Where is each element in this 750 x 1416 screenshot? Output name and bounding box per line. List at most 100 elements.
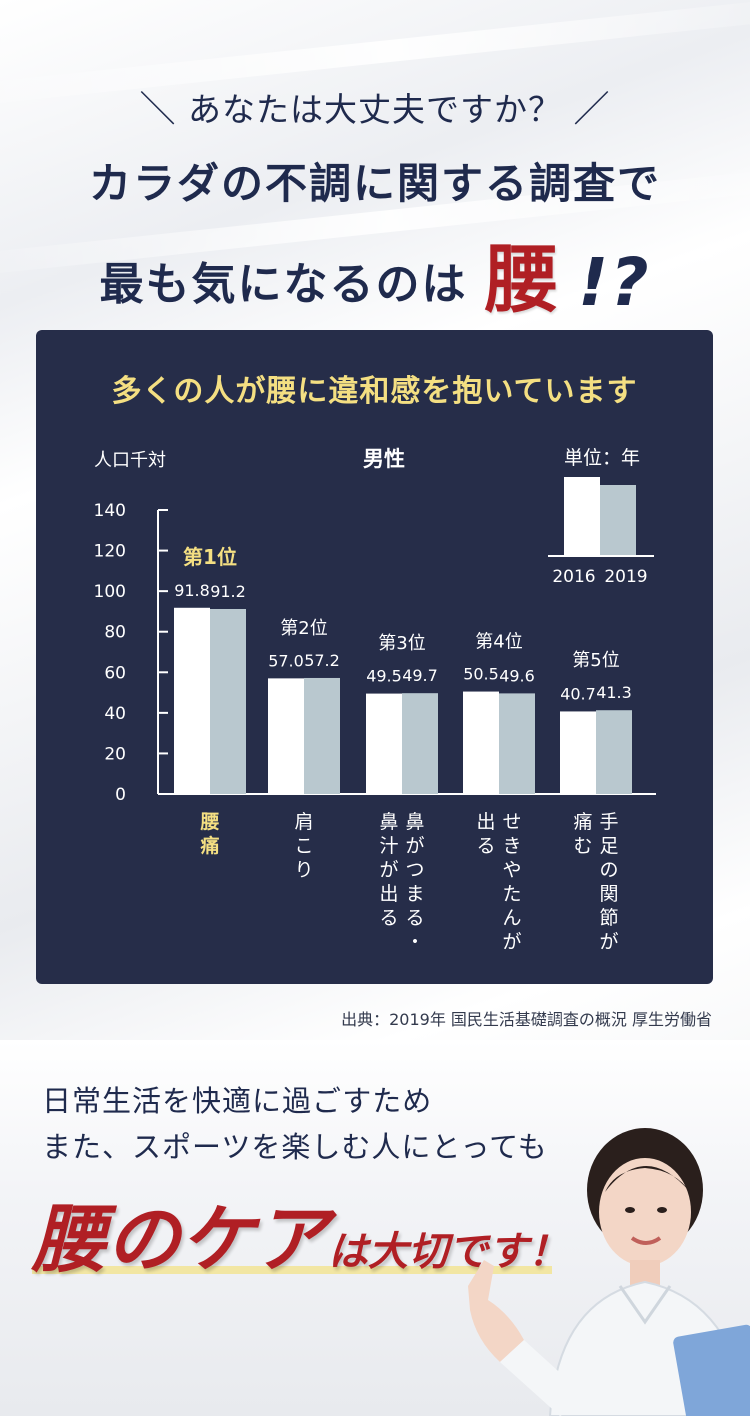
category-char-5: 手 bbox=[599, 811, 618, 833]
bar-2019-1 bbox=[210, 608, 246, 794]
category-char-5: 節 bbox=[599, 907, 618, 929]
category-char-3: が bbox=[405, 835, 424, 857]
smile bbox=[630, 1236, 662, 1245]
category-char-5: の bbox=[599, 859, 618, 881]
legend-swatch-2016 bbox=[564, 477, 600, 556]
bar-2016-5 bbox=[560, 711, 596, 794]
headline-emphasis: 腰 bbox=[484, 237, 561, 323]
category-char-4: た bbox=[502, 883, 521, 905]
unit-label: 単位：年 bbox=[564, 447, 640, 469]
category-char-5: 関 bbox=[599, 883, 618, 905]
bar-2019-3 bbox=[402, 693, 438, 794]
category-char-2: こ bbox=[294, 835, 313, 857]
bar-2016-1 bbox=[174, 607, 210, 794]
care-emphasis: 腰 bbox=[32, 1197, 106, 1283]
legend-label-2016: 2016 bbox=[552, 567, 595, 587]
bar-2016-3 bbox=[366, 693, 402, 794]
category-char-3: 汁 bbox=[379, 835, 398, 857]
catch-slash-left: ＼ bbox=[139, 89, 177, 130]
category-char-3: つ bbox=[405, 859, 424, 881]
category-char-4: き bbox=[502, 835, 521, 857]
data-label-2016-3: 49.5 bbox=[366, 667, 402, 686]
y-tick-label: 40 bbox=[104, 704, 126, 724]
bar-2019-2 bbox=[304, 677, 340, 794]
headline-line1: カラダの不調に関する調査で bbox=[88, 159, 661, 208]
rank-label-2: 第2位 bbox=[280, 618, 327, 639]
pointing-hand bbox=[468, 1260, 524, 1362]
chart-panel: 多くの人が腰に違和感を抱いています 人口千対 男性 単位：年 0 20 40 60 80 100… bbox=[36, 330, 713, 984]
y-tick-label: 100 bbox=[94, 582, 126, 602]
clipboard-shape bbox=[673, 1324, 750, 1416]
data-label-2019-4: 49.6 bbox=[499, 666, 535, 685]
bottom-section: 日常生活を快適に過ごすため また、スポーツを楽しむ人にとっても 腰のケアは大切で… bbox=[0, 1040, 750, 1416]
bar-chart: 人口千対 男性 単位：年 0 20 40 60 80 100 120 140 2016 2019 91.8… bbox=[94, 447, 656, 953]
rank-label-1: 第1位 bbox=[183, 545, 237, 569]
rank-label-4: 第4位 bbox=[475, 632, 522, 653]
face-shape bbox=[599, 1158, 691, 1266]
y-tick-label: 20 bbox=[104, 744, 126, 764]
rank-label-5: 第5位 bbox=[572, 650, 619, 671]
y-tick-label: 120 bbox=[94, 542, 126, 562]
category-char-3: 鼻 bbox=[405, 811, 424, 833]
eye-left bbox=[625, 1207, 635, 1213]
data-label-2019-3: 49.7 bbox=[402, 666, 438, 685]
category-char-3: る bbox=[405, 907, 424, 929]
category-char-4: 出 bbox=[476, 811, 495, 833]
category-char-3: ・ bbox=[405, 931, 424, 953]
y-tick-label: 60 bbox=[104, 663, 126, 683]
category-char-3: 鼻 bbox=[379, 811, 398, 833]
category-char-2: り bbox=[294, 859, 313, 881]
bar-2019-5 bbox=[596, 710, 632, 794]
category-char-3: 出 bbox=[379, 883, 398, 905]
bar-2016-4 bbox=[463, 691, 499, 794]
legend-label-2019: 2019 bbox=[604, 567, 647, 587]
category-char-4: せ bbox=[502, 811, 521, 833]
headline-mark: !? bbox=[578, 244, 651, 321]
rank-label-3: 第3位 bbox=[378, 633, 425, 654]
headline-line2-text: 最も気になるのは bbox=[99, 259, 468, 310]
nurse-illustration bbox=[468, 1128, 750, 1416]
headline-line2: 最も気になるのは 腰 !? bbox=[0, 220, 750, 327]
catch-text: あなたは大丈夫ですか？ bbox=[188, 90, 562, 129]
category-char-1: 痛 bbox=[200, 834, 219, 857]
category-char-5: 痛 bbox=[573, 811, 592, 833]
category-char-3: る bbox=[379, 907, 398, 929]
legend-swatch-2019 bbox=[600, 485, 636, 556]
sleeve-shape bbox=[500, 1340, 590, 1416]
catch-slash-right: ／ bbox=[573, 89, 611, 130]
category-char-4: る bbox=[476, 835, 495, 857]
data-label-2016-4: 50.5 bbox=[463, 665, 499, 684]
category-char-1: 腰 bbox=[199, 811, 219, 833]
data-label-2019-1: 91.2 bbox=[210, 582, 246, 601]
category-char-4: が bbox=[502, 931, 521, 953]
care-suffix: は大切です！ bbox=[328, 1229, 568, 1275]
care-headline: 腰のケアは大切です！ bbox=[32, 1180, 568, 1287]
source-note: 出典：2019年 国民生活基礎調査の概況 厚生労働省 bbox=[341, 1010, 712, 1029]
category-char-3: ま bbox=[405, 883, 424, 905]
y-tick-label: 80 bbox=[104, 623, 126, 643]
bar-2019-4 bbox=[499, 693, 535, 794]
data-label-2019-2: 57.2 bbox=[304, 651, 340, 670]
panel-title: 多くの人が腰に違和感を抱いています bbox=[111, 374, 638, 409]
message-line2: また、スポーツを楽しむ人にとっても bbox=[42, 1130, 548, 1164]
y-tick-label: 0 bbox=[115, 785, 126, 805]
category-char-5: む bbox=[573, 835, 592, 857]
hero-section: ＼ あなたは大丈夫ですか？ ／ カラダの不調に関する調査で 最も気になるのは 腰… bbox=[0, 0, 750, 323]
care-underline bbox=[32, 1266, 552, 1274]
care-text: のケア bbox=[106, 1197, 328, 1283]
data-label-2016-5: 40.7 bbox=[560, 684, 596, 703]
chart-title: 男性 bbox=[363, 447, 405, 471]
category-char-3: が bbox=[379, 859, 398, 881]
category-char-4: や bbox=[502, 859, 521, 881]
data-label-2019-5: 41.3 bbox=[596, 683, 632, 702]
y-tick-label: 140 bbox=[94, 501, 126, 521]
collar-shape bbox=[618, 1285, 672, 1325]
bar-2016-2 bbox=[268, 678, 304, 794]
category-char-2: 肩 bbox=[294, 811, 313, 833]
data-label-2016-2: 57.0 bbox=[268, 651, 304, 670]
category-char-5: 足 bbox=[599, 835, 618, 857]
data-label-2016-1: 91.8 bbox=[174, 581, 210, 600]
message-line1: 日常生活を快適に過ごすため bbox=[42, 1084, 433, 1118]
eye-right bbox=[657, 1207, 667, 1213]
category-char-5: が bbox=[599, 931, 618, 953]
